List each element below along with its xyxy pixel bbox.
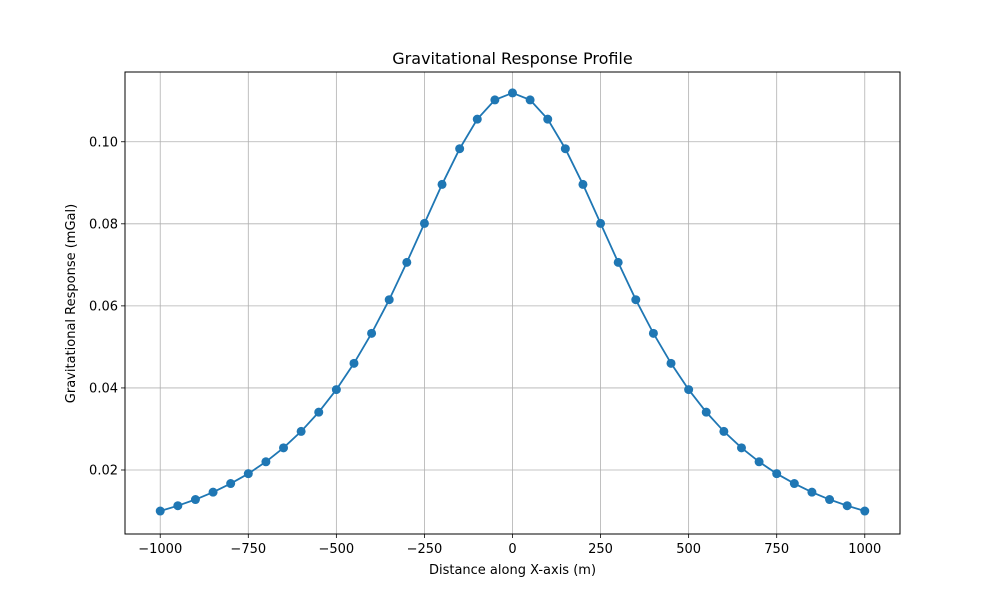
x-tick-label: 0 xyxy=(508,542,516,557)
data-point xyxy=(155,506,165,516)
data-point xyxy=(419,218,429,228)
data-point xyxy=(543,114,553,124)
data-series xyxy=(155,88,870,516)
data-point xyxy=(578,179,588,189)
x-tick-label: 750 xyxy=(764,542,789,557)
y-tick-label: 0.02 xyxy=(89,463,118,478)
data-point xyxy=(772,469,782,479)
y-tick-label: 0.06 xyxy=(89,299,118,314)
data-point xyxy=(437,179,447,189)
data-point xyxy=(455,144,465,154)
x-axis-ticks: −1000 −750 −500 −250 0 250 500 750 1000 xyxy=(138,534,881,557)
y-tick-label: 0.08 xyxy=(89,217,118,232)
data-point xyxy=(279,443,289,453)
data-point xyxy=(208,487,218,497)
data-point xyxy=(402,257,412,267)
x-tick-label: −500 xyxy=(319,542,355,557)
data-point xyxy=(190,495,200,505)
data-point xyxy=(384,295,394,305)
x-tick-label: 1000 xyxy=(848,542,881,557)
data-point xyxy=(719,426,729,436)
data-point xyxy=(525,95,535,105)
y-tick-label: 0.04 xyxy=(89,381,118,396)
data-point xyxy=(349,358,359,368)
data-point xyxy=(789,479,799,489)
data-point xyxy=(684,385,694,395)
data-point xyxy=(331,385,341,395)
data-point xyxy=(261,457,271,467)
x-tick-label: −1000 xyxy=(138,542,182,557)
data-point xyxy=(631,295,641,305)
data-point xyxy=(666,358,676,368)
x-tick-label: 250 xyxy=(588,542,613,557)
x-axis-label: Distance along X-axis (m) xyxy=(429,563,596,578)
x-tick-label: 500 xyxy=(676,542,701,557)
data-point xyxy=(596,218,606,228)
data-point xyxy=(490,95,500,105)
y-axis-label: Gravitational Response (mGal) xyxy=(64,204,79,403)
data-point xyxy=(243,469,253,479)
data-point xyxy=(648,328,658,338)
data-point xyxy=(825,495,835,505)
data-point xyxy=(754,457,764,467)
data-point xyxy=(860,506,870,516)
data-point xyxy=(472,114,482,124)
data-point xyxy=(367,328,377,338)
data-point xyxy=(613,257,623,267)
data-point xyxy=(173,501,183,511)
data-point xyxy=(226,479,236,489)
data-point xyxy=(296,426,306,436)
data-point xyxy=(508,88,517,98)
data-point xyxy=(807,487,817,497)
data-point xyxy=(701,407,711,417)
data-point xyxy=(736,443,746,453)
data-point xyxy=(560,144,570,154)
y-axis-ticks: 0.02 0.04 0.06 0.08 0.10 xyxy=(89,135,125,478)
data-point xyxy=(314,407,324,417)
data-point xyxy=(842,501,852,511)
x-tick-label: −750 xyxy=(230,542,266,557)
x-tick-label: −250 xyxy=(407,542,443,557)
y-tick-label: 0.10 xyxy=(89,135,118,150)
chart-title: Gravitational Response Profile xyxy=(392,49,632,68)
